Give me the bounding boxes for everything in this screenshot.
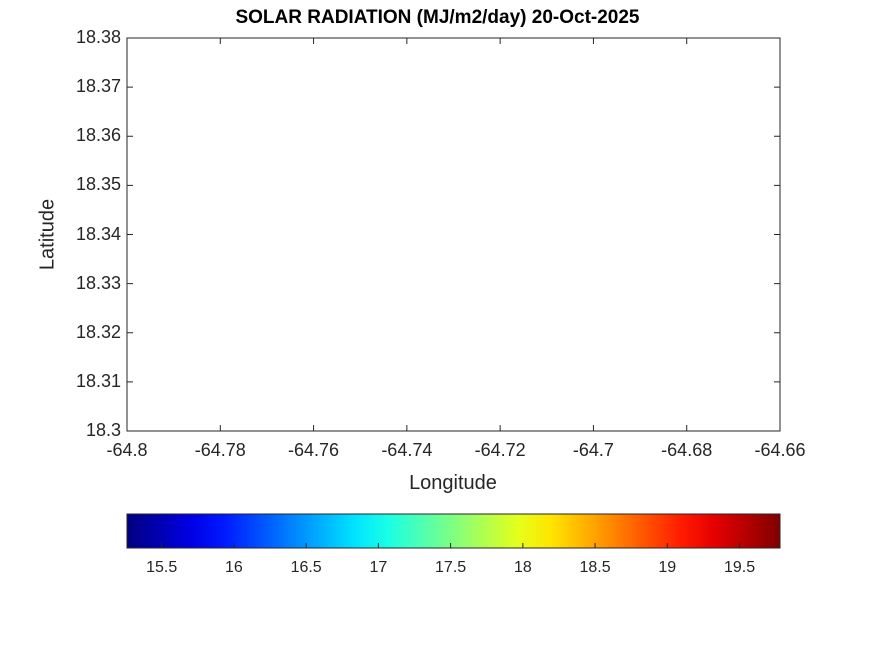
colorbar-tick-label: 18 — [513, 559, 532, 576]
plot-area — [127, 38, 780, 431]
x-tick-label: -64.68 — [661, 440, 713, 460]
colorbar-tick-label: 18.5 — [579, 559, 611, 576]
y-tick-label: 18.38 — [75, 27, 121, 47]
colorbar — [126, 513, 781, 549]
chart-title: SOLAR RADIATION (MJ/m2/day) 20-Oct-2025 — [235, 7, 640, 28]
y-tick-label: 18.32 — [75, 321, 121, 342]
x-ticks — [126, 38, 781, 431]
x-axis-label: Longitude — [409, 472, 497, 494]
y-tick-label: 18.35 — [75, 174, 121, 195]
colorbar-tick-label: 19.5 — [723, 559, 756, 576]
x-tick-label: -64.72 — [474, 440, 526, 460]
y-tick-label: 18.34 — [75, 223, 121, 244]
colorbar-tick-label: 17.5 — [435, 559, 467, 576]
x-tick-label: -64.74 — [381, 440, 433, 460]
x-tick-label: -64.7 — [572, 440, 614, 460]
y-tick-label: 18.31 — [75, 370, 121, 391]
colorbar-tick-label: 16 — [225, 559, 243, 576]
y-axis-label: Latitude — [36, 198, 59, 271]
colorbar-tick-label: 15.5 — [146, 559, 178, 576]
y-tick-label: 18.36 — [75, 125, 121, 146]
y-ticks — [127, 37, 780, 432]
x-tick-label: -64.76 — [288, 440, 340, 460]
y-tick-label: 18.3 — [85, 420, 121, 440]
y-tick-label: 18.33 — [75, 272, 121, 293]
x-tick-label: -64.66 — [754, 440, 806, 460]
colorbar-ticks — [161, 543, 741, 548]
colorbar-tick-label: 17 — [369, 559, 388, 576]
colorbar-tick-label: 16.5 — [290, 559, 322, 576]
y-tick-label: 18.37 — [75, 76, 121, 97]
x-tick-label: -64.78 — [194, 440, 246, 460]
x-tick-label: -64.8 — [106, 440, 148, 460]
colorbar-tick-label: 19 — [658, 559, 677, 576]
